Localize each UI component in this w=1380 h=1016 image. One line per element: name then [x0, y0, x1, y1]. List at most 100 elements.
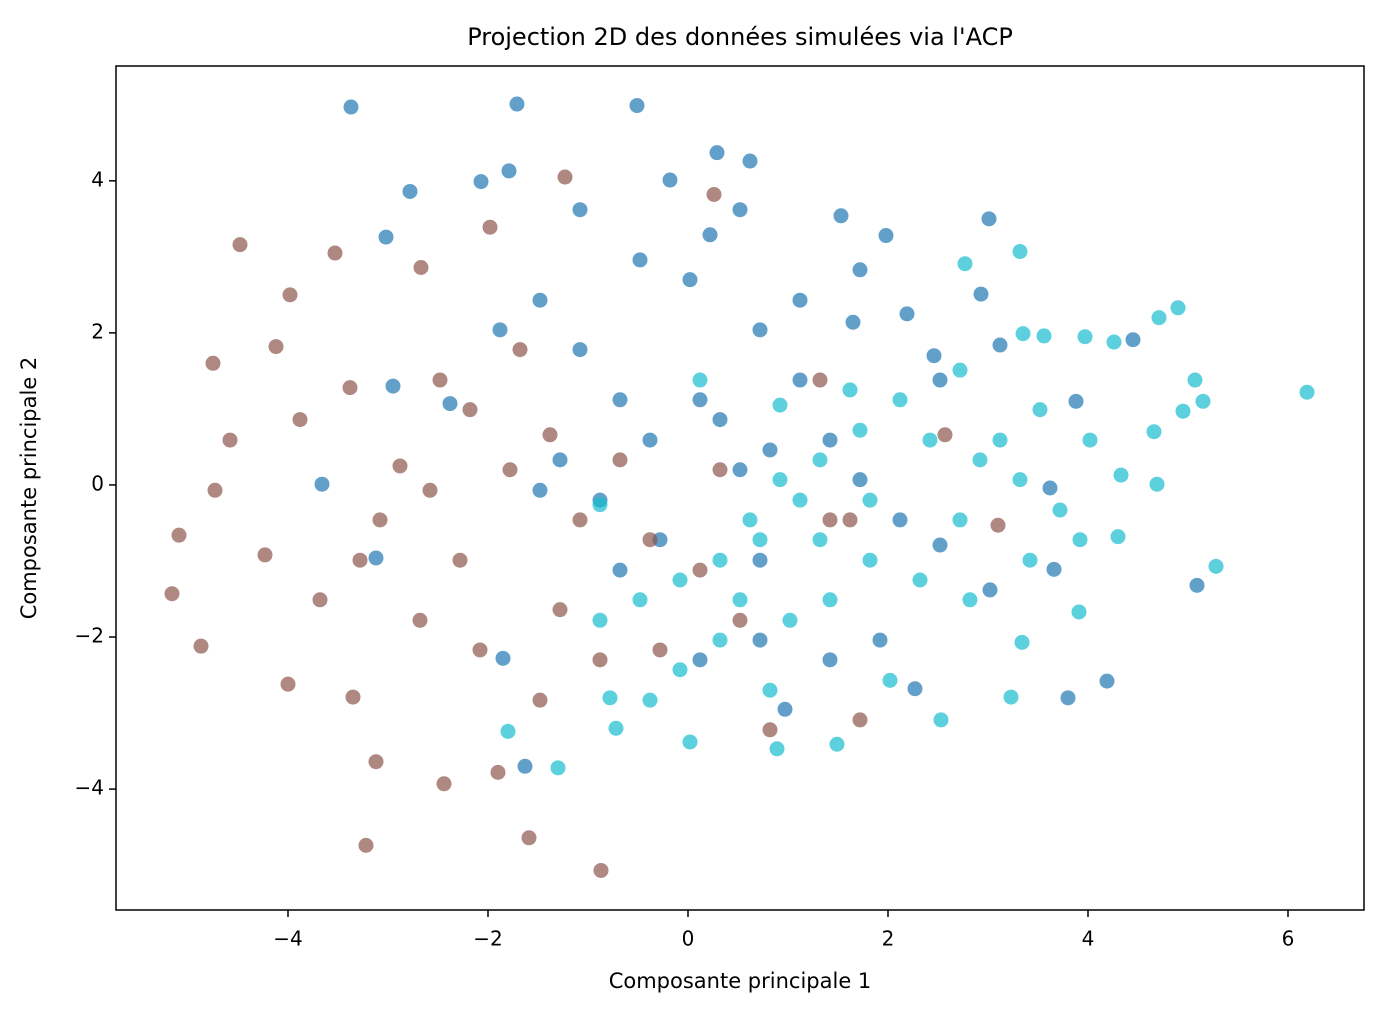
scatter-point [1022, 552, 1038, 568]
scatter-point [268, 339, 284, 355]
scatter-point [482, 219, 498, 235]
scatter-point [1042, 480, 1058, 496]
scatter-point [957, 256, 973, 272]
scatter-point [442, 396, 458, 412]
scatter-point [907, 681, 923, 697]
scatter-point [812, 532, 828, 548]
scatter-point [732, 202, 748, 218]
scatter-point [502, 462, 518, 478]
scatter-point [1012, 244, 1028, 260]
scatter-point [892, 392, 908, 408]
scatter-point [926, 348, 942, 364]
scatter-point [372, 512, 388, 528]
scatter-point [652, 642, 668, 658]
scatter-point [672, 572, 688, 588]
scatter-point [280, 676, 296, 692]
scatter-point [762, 722, 778, 738]
scatter-point [521, 830, 537, 846]
scatter-point [1072, 532, 1088, 548]
scatter-point [492, 322, 508, 338]
scatter-point [572, 202, 588, 218]
scatter-point [937, 427, 953, 443]
scatter-point [762, 682, 778, 698]
scatter-point [682, 272, 698, 288]
scatter-point [532, 482, 548, 498]
scatter-point [692, 652, 708, 668]
scatter-point [327, 245, 343, 261]
scatter-point [812, 452, 828, 468]
scatter-point [981, 211, 997, 227]
scatter-point [1012, 472, 1028, 488]
scatter-point [845, 314, 861, 330]
scatter-point [422, 482, 438, 498]
scatter-point [1151, 310, 1167, 326]
scatter-point [222, 432, 238, 448]
scatter-point [822, 592, 838, 608]
scatter-point [852, 422, 868, 438]
scatter-point [642, 692, 658, 708]
scatter-point [702, 227, 718, 243]
scatter-point [852, 472, 868, 488]
scatter-point [392, 458, 408, 474]
scatter-point [495, 650, 511, 666]
scatter-point [829, 736, 845, 752]
scatter-point [812, 372, 828, 388]
scatter-point [1113, 467, 1129, 483]
scatter-point [378, 229, 394, 245]
scatter-point [1068, 393, 1084, 409]
scatter-point [822, 432, 838, 448]
scatter-point [490, 764, 506, 780]
plot-points [164, 96, 1315, 878]
scatter-point [402, 183, 418, 199]
scatter-point [990, 517, 1006, 533]
x-axis-label: Composante principale 1 [609, 969, 872, 993]
scatter-point [1110, 529, 1126, 545]
y-tick-label: 0 [91, 471, 104, 495]
scatter-point [512, 342, 528, 358]
scatter-point [709, 145, 725, 161]
scatter-point [662, 172, 678, 188]
scatter-point [732, 612, 748, 628]
scatter-point [822, 652, 838, 668]
scatter-point [932, 537, 948, 553]
y-tick-label: 4 [91, 167, 104, 191]
scatter-point [962, 592, 978, 608]
scatter-point [500, 723, 516, 739]
scatter-point [368, 550, 384, 566]
scatter-point [952, 362, 968, 378]
scatter-point [1032, 402, 1048, 418]
scatter-point [368, 754, 384, 770]
scatter-point [1175, 403, 1191, 419]
scatter-point [642, 432, 658, 448]
scatter-point [862, 552, 878, 568]
scatter-point [922, 432, 938, 448]
scatter-point [1077, 329, 1093, 345]
scatter-point [1052, 502, 1068, 518]
scatter-point [1071, 604, 1087, 620]
scatter-point [872, 632, 888, 648]
scatter-point [782, 612, 798, 628]
scatter-point [452, 552, 468, 568]
scatter-point [878, 228, 894, 244]
scatter-point [992, 432, 1008, 448]
scatter-point [207, 482, 223, 498]
scatter-point [314, 476, 330, 492]
scatter-point [592, 612, 608, 628]
scatter-point [1003, 689, 1019, 705]
scatter-point [842, 512, 858, 528]
scatter-point [777, 701, 793, 717]
scatter-point [501, 163, 517, 179]
scatter-point [1014, 634, 1030, 650]
scatter-point [672, 662, 688, 678]
scatter-point [833, 208, 849, 224]
y-tick-label: −4 [75, 776, 104, 800]
scatter-point [552, 602, 568, 618]
scatter-point [933, 712, 949, 728]
scatter-point [892, 512, 908, 528]
scatter-point [171, 527, 187, 543]
scatter-point [682, 734, 698, 750]
scatter-point [792, 292, 808, 308]
scatter-point [792, 372, 808, 388]
scatter-point [473, 174, 489, 190]
